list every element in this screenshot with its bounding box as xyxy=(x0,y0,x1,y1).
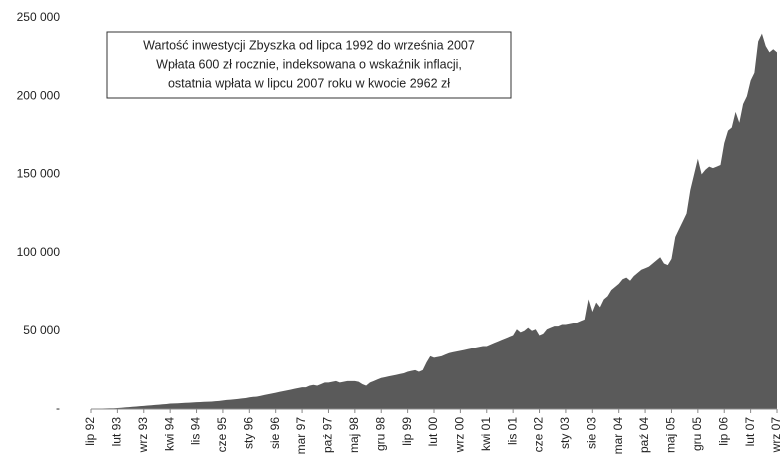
y-tick-label: - xyxy=(56,401,60,415)
y-tick-label: 250 000 xyxy=(17,10,61,24)
x-tick-label: paź 97 xyxy=(321,417,335,453)
x-tick-label: paź 04 xyxy=(637,417,651,453)
annotation-line: Wartość inwestycji Zbyszka od lipca 1992… xyxy=(143,38,475,52)
y-tick-label: 150 000 xyxy=(17,167,61,181)
x-tick-label: maj 05 xyxy=(664,417,678,453)
x-tick-label: sie 03 xyxy=(584,417,598,449)
x-tick-label: lip 92 xyxy=(83,417,97,446)
x-tick-label: mar 04 xyxy=(611,417,625,455)
x-tick-label: lut 00 xyxy=(426,417,440,447)
x-tick-label: lip 06 xyxy=(716,417,730,446)
x-tick-label: lis 01 xyxy=(505,417,519,445)
y-tick-label: 100 000 xyxy=(17,245,61,259)
x-tick-label: lut 93 xyxy=(110,417,124,447)
x-tick-label: sty 03 xyxy=(558,417,572,449)
x-tick-label: mar 97 xyxy=(294,417,308,455)
y-tick-label: 200 000 xyxy=(17,88,61,102)
x-tick-label: cze 95 xyxy=(215,417,229,453)
annotation-line: ostatnia wpłata w lipcu 2007 roku w kwoc… xyxy=(168,76,450,90)
x-tick-label: maj 98 xyxy=(347,417,361,453)
x-tick-label: sie 96 xyxy=(268,417,282,449)
annotation: Wartość inwestycji Zbyszka od lipca 1992… xyxy=(106,31,512,99)
x-tick-label: sty 96 xyxy=(241,417,255,449)
x-tick-label: cze 02 xyxy=(532,417,546,453)
x-tick-label: lip 99 xyxy=(400,417,414,446)
x-tick-label: gru 05 xyxy=(690,417,704,451)
annotation-line: Wpłata 600 zł rocznie, indeksowana o wsk… xyxy=(156,57,462,71)
x-tick-label: kwi 01 xyxy=(479,417,493,451)
area xyxy=(91,33,777,409)
x-tick-label: gru 98 xyxy=(373,417,387,451)
annotation-box xyxy=(106,31,512,99)
y-tick-label: 50 000 xyxy=(23,323,60,337)
x-tick-label: lut 07 xyxy=(743,417,757,447)
x-tick-label: lis 94 xyxy=(189,417,203,445)
x-tick-label: kwi 94 xyxy=(162,417,176,451)
x-tick-label: wrz 00 xyxy=(453,417,467,454)
x-tick-label: wrz 07 xyxy=(769,417,783,454)
x-tick-label: wrz 93 xyxy=(136,417,150,454)
